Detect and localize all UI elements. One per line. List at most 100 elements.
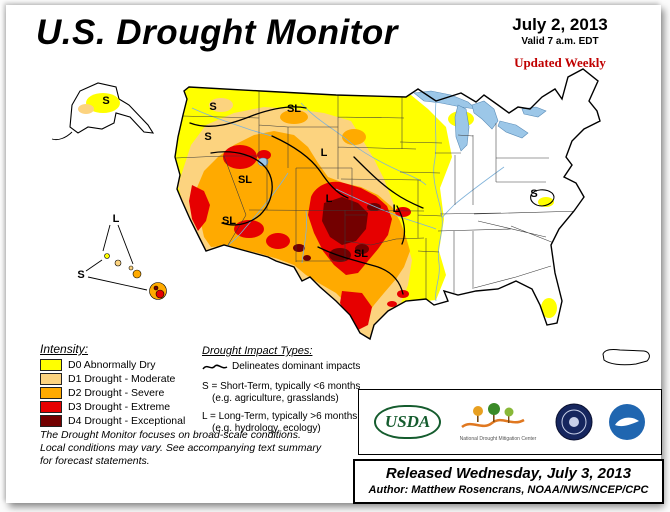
d0-region-mid-atlantic [538, 197, 554, 207]
impact-label-texas: SL [354, 248, 368, 260]
arkansas-river [335, 188, 437, 230]
lake-erie [497, 120, 529, 139]
impact-label-colorado: L [326, 193, 333, 205]
impact-label-wyoming: L [321, 147, 328, 159]
legend-item-d3: D3 Drought - Extreme [40, 401, 185, 413]
valid-time: Valid 7 a.m. EDT [521, 36, 599, 47]
d1-region-washington [209, 98, 233, 112]
legend-heading: Intensity: [40, 342, 89, 356]
delineates-text: Delineates dominant impacts [232, 361, 361, 372]
impact-label-socal-arizona: SL [222, 215, 236, 227]
release-info-box: Released Wednesday, July 3, 2013 Author:… [353, 459, 664, 504]
delineates-row: Delineates dominant impacts [202, 361, 372, 373]
d3-region-california [189, 185, 210, 231]
impact-label-hawaii-long: L [113, 213, 120, 225]
lake-huron [471, 100, 499, 130]
state-borders [175, 91, 583, 299]
ndmc-logo: National Drought Mitigation Center [460, 403, 537, 442]
update-frequency: Updated Weekly [514, 55, 606, 70]
short-term-definition: S = Short-Term, typically <6 months [202, 381, 361, 392]
d4-swatch [40, 415, 62, 427]
long-term-definition: L = Long-Term, typically >6 months [202, 411, 358, 422]
hawaii-big-island-extreme [155, 289, 165, 299]
hawaii-pointer-lines [85, 224, 148, 291]
legend-label-d4: D4 Drought - Exceptional [68, 415, 186, 427]
drought-monitor-page: U.S. Drought Monitor July 2, 2013 Valid … [6, 5, 664, 504]
legend-label-d0: D0 Abnormally Dry [68, 359, 156, 371]
legend-label-d1: D1 Drought - Moderate [68, 373, 176, 385]
impact-types-panel: Drought Impact Types: Delineates dominan… [202, 345, 372, 435]
ndmc-caption: National Drought Mitigation Center [460, 436, 537, 442]
d2-region-montana [280, 110, 308, 124]
impact-labels: S SL S L SL L L SL SL S S L S [77, 95, 537, 281]
map-date: July 2, 2013 [512, 15, 608, 34]
d3-region-nevada [223, 145, 257, 169]
intensity-legend: Intensity: D0 Abnormally Dry D1 Drought … [40, 342, 185, 427]
d1-region-alaska [78, 104, 94, 114]
legend-item-d2: D2 Drought - Severe [40, 387, 185, 399]
rio-grande-upper [301, 209, 307, 264]
impact-label-alaska: S [102, 95, 109, 107]
hawaii-maui [132, 269, 142, 279]
great-lakes [257, 90, 547, 167]
legend-item-d4: D4 Drought - Exceptional [40, 415, 185, 427]
us-drought-map: S SL S L SL L L SL SL S S L S [51, 68, 650, 366]
drought-regions [175, 80, 557, 339]
d2-swatch [40, 387, 62, 399]
legend-item-d0: D0 Abnormally Dry [40, 359, 185, 371]
d0-swatch [40, 359, 62, 371]
impact-types-heading: Drought Impact Types: [202, 345, 313, 357]
legend-label-d2: D2 Drought - Severe [68, 387, 165, 399]
impact-label-washington: S [209, 101, 216, 113]
long-term-examples: (e.g. hydrology, ecology) [212, 423, 321, 434]
impact-delineation-lines [189, 106, 424, 295]
d0-region-south-florida [541, 298, 557, 318]
d3-region-utah [257, 150, 271, 160]
aleutian-islands [51, 131, 73, 141]
noaa-logo [609, 404, 646, 440]
d2-region-main [196, 131, 410, 327]
hawaii-inset [85, 224, 167, 300]
puerto-rico-inset [602, 349, 650, 366]
alaska-inset [51, 82, 155, 141]
lake-michigan [454, 104, 470, 152]
short-term-examples: (e.g. agriculture, grasslands) [212, 393, 339, 404]
impact-label-nevada: SL [238, 174, 252, 186]
d3-region-new-mexico [266, 233, 290, 249]
disclaimer-line-1: The Drought Monitor focuses on broad-sca… [40, 429, 301, 441]
us-border [174, 68, 601, 341]
hawaii-big-island-exceptional [153, 285, 159, 291]
legend-item-d1: D1 Drought - Moderate [40, 373, 185, 385]
commerce-seal [555, 403, 593, 441]
d4-region-texas-panhandle [329, 248, 351, 262]
usda-logo: USDA [373, 405, 442, 439]
impact-label-montana: SL [287, 103, 301, 115]
rivers [191, 100, 505, 302]
d0-region-alaska [86, 93, 120, 113]
d4-region-new-mexico-1 [293, 244, 305, 252]
delineation-line-icon [202, 364, 228, 370]
hawaii-kauai [104, 253, 110, 259]
impact-label-hawaii-short: S [77, 269, 84, 281]
d3-swatch [40, 401, 62, 413]
impact-delineation-east-loop [530, 189, 555, 207]
impact-label-kansas-missouri: L [393, 203, 400, 215]
d1-swatch [40, 373, 62, 385]
date-block: July 2, 2013 Valid 7 a.m. EDT Updated We… [474, 15, 646, 71]
release-author: Author: Matthew Rosencrans, NOAA/NWS/NCE… [368, 484, 649, 496]
d4-region-new-mexico-2 [303, 255, 311, 261]
d4-region-southwest-oklahoma [355, 244, 369, 254]
release-date: Released Wednesday, July 3, 2013 [385, 465, 632, 482]
d3-region-texas-gulf-2 [387, 301, 397, 307]
missouri-river [300, 102, 427, 186]
colorado-river [225, 172, 289, 248]
mississippi-river [433, 100, 443, 302]
snake-columbia-river [191, 107, 273, 137]
disclaimer-line-3: for forecast statements. [40, 455, 150, 467]
disclaimer: The Drought Monitor focuses on broad-sca… [40, 429, 321, 468]
hawaii-molokai [128, 265, 134, 271]
lake-ontario [521, 106, 547, 118]
hawaii-oahu [114, 259, 122, 267]
page-title: U.S. Drought Monitor [36, 13, 398, 52]
